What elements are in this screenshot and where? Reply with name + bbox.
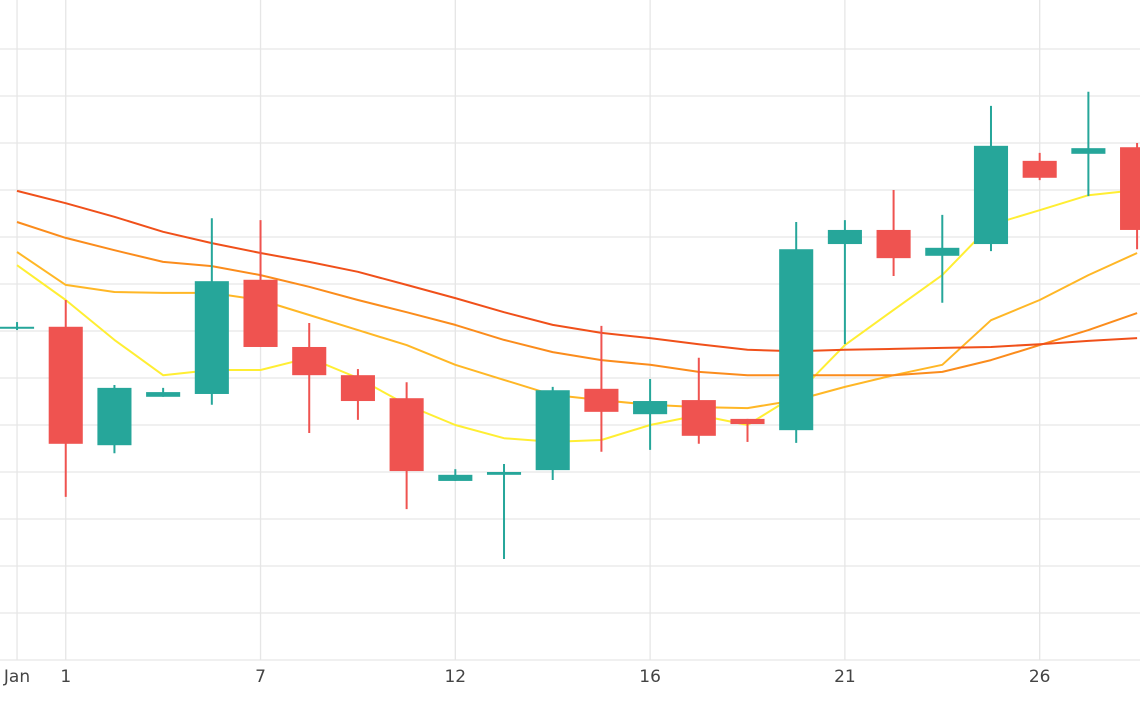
candle-body	[243, 279, 278, 347]
x-tick-label: 16	[639, 667, 661, 687]
candle-body	[730, 418, 765, 425]
candle-body	[973, 145, 1009, 245]
candle-body	[827, 229, 862, 245]
candle-body	[292, 346, 327, 376]
moving-average-line	[16, 251, 1138, 410]
moving-average-line	[16, 189, 1138, 353]
x-tick-label: 12	[444, 667, 466, 687]
candle-body	[486, 472, 522, 475]
candle-body	[0, 326, 35, 329]
candle-body	[48, 326, 83, 444]
candle-body	[1120, 147, 1140, 230]
x-tick-label: Jan	[3, 667, 30, 687]
candle-body	[97, 387, 132, 446]
candle-body	[146, 392, 181, 397]
candle-body	[389, 398, 424, 472]
candle-body	[194, 281, 229, 394]
candle-body	[340, 375, 375, 402]
x-tick-label: 21	[834, 667, 856, 687]
candle-body	[779, 249, 814, 431]
moving-average-line	[16, 221, 1138, 377]
x-tick-label: 1	[60, 667, 71, 687]
moving-average-line	[16, 189, 1138, 443]
candle-body	[681, 400, 716, 436]
x-tick-label: 7	[255, 667, 266, 687]
candle-body	[876, 229, 911, 259]
candle-body	[438, 474, 473, 481]
x-tick-label: 26	[1029, 667, 1051, 687]
candle-body	[1071, 148, 1106, 154]
candle-body	[1022, 160, 1057, 178]
candle-body	[535, 390, 570, 471]
candle-body	[584, 388, 619, 412]
candle-body	[925, 247, 960, 256]
candle-body	[633, 401, 668, 415]
